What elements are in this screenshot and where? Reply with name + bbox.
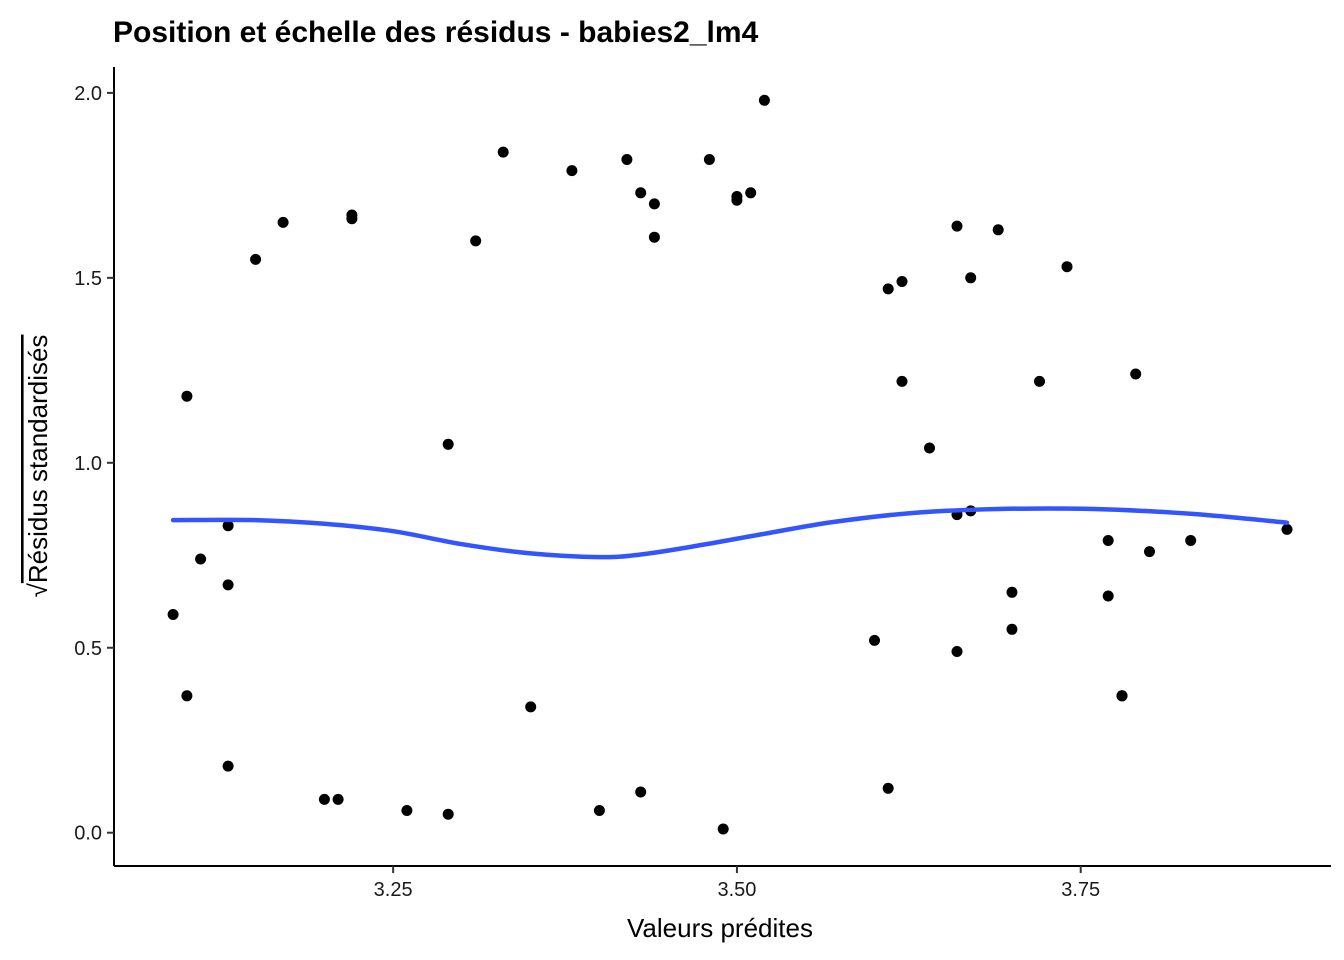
data-point — [195, 553, 207, 565]
data-point — [717, 823, 729, 835]
y-axis-radical: √ — [23, 582, 53, 597]
data-point — [1061, 261, 1073, 273]
data-point — [882, 782, 894, 794]
data-point — [896, 375, 908, 387]
data-point — [1006, 586, 1018, 598]
data-point — [951, 646, 963, 657]
data-point — [1006, 623, 1018, 635]
data-point — [992, 224, 1004, 236]
data-point — [277, 216, 289, 228]
smooth-line — [170, 506, 1290, 560]
points-layer — [167, 94, 1293, 835]
data-point — [222, 520, 234, 532]
data-point — [703, 154, 715, 165]
data-point — [442, 808, 454, 820]
data-point — [167, 609, 179, 620]
data-point — [346, 213, 358, 225]
data-point — [222, 760, 234, 772]
y-tick-label: 1.0 — [74, 453, 102, 475]
y-ticks: 0.0 0.5 1.0 1.5 2.0 — [74, 83, 114, 845]
y-axis-title-text: Résidus standardisés — [23, 335, 53, 584]
data-point — [1281, 523, 1293, 535]
x-tick-label: 3.25 — [374, 879, 413, 901]
smooth-layer — [170, 506, 1290, 560]
data-point — [621, 154, 633, 165]
data-point — [1144, 546, 1155, 558]
y-tick-label: 0.0 — [74, 823, 102, 845]
data-point — [470, 235, 482, 247]
data-point — [442, 438, 454, 450]
data-point — [593, 805, 605, 816]
y-axis-title-group: √Résidus standardisés — [23, 335, 53, 598]
data-point — [181, 690, 193, 702]
x-tick-label: 3.50 — [717, 879, 756, 901]
chart-title: Position et échelle des résidus - babies… — [113, 16, 759, 49]
data-point — [635, 786, 647, 798]
data-point — [758, 94, 770, 106]
data-point — [745, 187, 757, 199]
x-tick-label: 3.75 — [1061, 879, 1100, 901]
data-point — [181, 390, 193, 402]
data-point — [525, 701, 537, 713]
data-point — [924, 442, 935, 454]
data-point — [332, 793, 344, 805]
data-point — [648, 231, 660, 243]
data-point — [318, 793, 330, 805]
y-tick-label: 2.0 — [74, 83, 102, 105]
data-point — [1116, 690, 1128, 702]
x-axis-title: Valeurs prédites — [627, 913, 813, 943]
data-point — [648, 198, 660, 210]
x-ticks: 3.25 3.50 3.75 — [374, 866, 1100, 901]
data-point — [1130, 368, 1142, 380]
data-point — [1034, 375, 1045, 387]
data-point — [1102, 590, 1114, 602]
data-point — [635, 187, 647, 199]
data-point — [965, 272, 977, 284]
data-point — [731, 194, 743, 206]
y-tick-label: 1.5 — [74, 268, 102, 290]
data-point — [401, 805, 413, 816]
data-point — [869, 634, 880, 646]
data-point — [222, 579, 234, 591]
data-point — [566, 165, 578, 177]
data-point — [896, 276, 908, 287]
data-point — [1185, 535, 1197, 546]
data-point — [1102, 535, 1114, 546]
data-point — [951, 220, 963, 232]
y-axis-title: √Résidus standardisés — [23, 335, 53, 598]
data-point — [250, 253, 262, 265]
data-point — [497, 146, 509, 158]
data-point — [882, 283, 894, 295]
y-tick-label: 0.5 — [74, 638, 102, 660]
